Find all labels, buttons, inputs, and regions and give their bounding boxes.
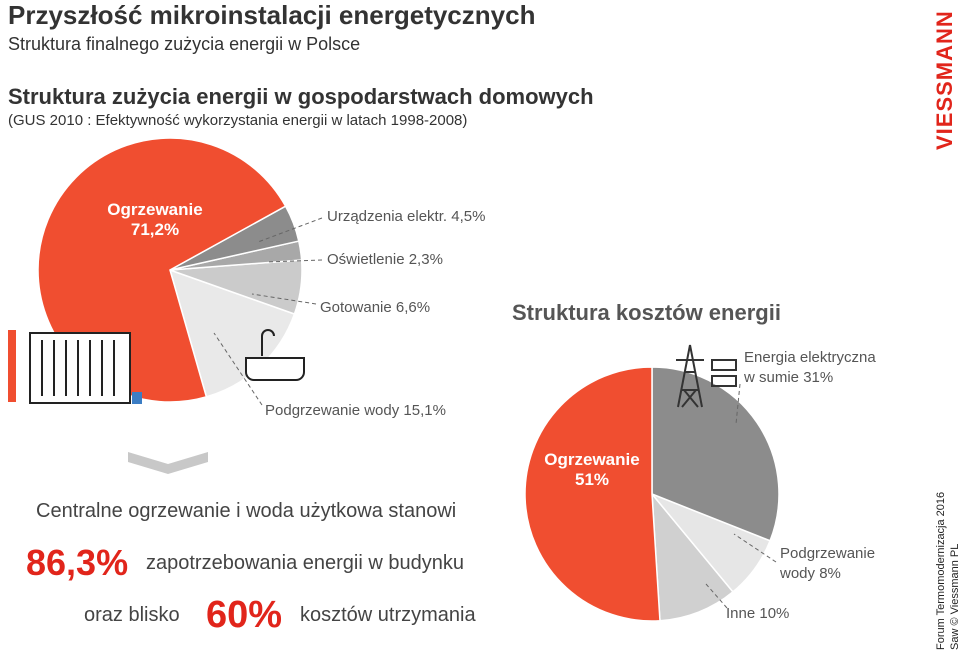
chart-subtitle: (GUS 2010 : Efektywność wykorzystania en… xyxy=(8,112,468,129)
slice-value-label: 71,2% xyxy=(130,220,180,239)
pie-slice xyxy=(651,491,735,622)
slice-value-label: 31% xyxy=(803,369,834,386)
summary-highlight: 86,3% xyxy=(26,542,129,583)
slice-label: Podgrzewanie wody 8% xyxy=(780,544,900,584)
slice-label: Inne 10% xyxy=(726,604,789,624)
pie-slice xyxy=(524,366,661,622)
slice-value-label: 10% xyxy=(759,605,790,622)
summary-text: kosztów utrzymania xyxy=(300,604,476,626)
slide-title: Przyszłość mikroinstalacji energetycznyc… xyxy=(8,0,536,30)
summary-text: zapotrzebowania energii w budynku xyxy=(146,552,464,574)
logo: VIESSMANN xyxy=(932,10,957,150)
slice-category: Inne xyxy=(726,605,756,622)
slice-category: Podgrzewanie wody xyxy=(265,402,400,419)
summary-highlight: 60% xyxy=(206,594,283,636)
slice-value-label: 8% xyxy=(819,565,841,582)
pylon-icon xyxy=(676,344,737,408)
radiator-icon xyxy=(8,330,142,404)
slice-label: Gotowanie 6,6% xyxy=(320,298,430,318)
slice-label: Energia elektryczna w sumie 31% xyxy=(744,348,889,388)
slice-category: Ogrzewanie xyxy=(107,200,203,219)
slice-value-label: 15,1% xyxy=(403,402,446,419)
slice-label: Urządzenia elektr. 4,5% xyxy=(327,207,485,227)
slice-label: Ogrzewanie 71,2% xyxy=(95,200,215,240)
chevron xyxy=(128,452,208,474)
footer-author: Saw © Viessmann PL xyxy=(949,544,960,650)
slice-label: Ogrzewanie 51% xyxy=(532,450,652,490)
chart-title: Struktura kosztów energii xyxy=(512,300,781,325)
slice-category: Podgrzewanie wody xyxy=(780,545,876,582)
pie-slice xyxy=(651,366,780,542)
slice-label: Podgrzewanie wody 15,1% xyxy=(265,401,446,421)
slice-category: Urządzenia elektr. xyxy=(327,208,448,225)
summary-text: oraz blisko xyxy=(84,604,180,626)
summary-text: Centralne ogrzewanie i woda użytkowa sta… xyxy=(36,500,457,522)
slide-subtitle: Struktura finalnego zużycia energii w Po… xyxy=(8,34,361,54)
chart-title: Struktura zużycia energii w gospodarstwa… xyxy=(8,84,594,109)
slice-label: Oświetlenie 2,3% xyxy=(327,250,443,270)
slice-category: Oświetlenie xyxy=(327,251,405,268)
sink-icon xyxy=(245,329,305,381)
slice-category: Ogrzewanie xyxy=(544,450,640,469)
slice-category: Gotowanie xyxy=(320,299,392,316)
slice-value-label: 51% xyxy=(574,470,610,489)
slice-value-label: 2,3% xyxy=(408,251,443,268)
slice-value-label: 4,5% xyxy=(451,208,486,225)
footer-event: Forum Termomodernizacja 2016 xyxy=(935,492,947,650)
slice-value-label: 6,6% xyxy=(395,299,431,316)
slice-category: Energia elektryczna w sumie xyxy=(744,349,876,386)
leader-lines xyxy=(213,217,777,609)
